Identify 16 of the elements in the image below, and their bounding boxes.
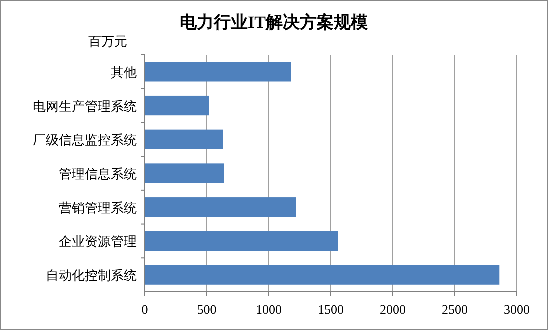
y-tick-label: 电网生产管理系统 [33, 100, 137, 115]
x-axis-title: 百万元 [88, 34, 128, 49]
y-tick-label: 管理信息系统 [59, 168, 137, 182]
chart-title: 电力行业IT解决方案规模 [180, 12, 368, 32]
x-tick-label: 1500 [318, 302, 344, 317]
x-tick-label: 2500 [442, 302, 468, 317]
x-tick-label: 2000 [380, 302, 406, 317]
x-tick-label: 500 [197, 302, 217, 317]
x-tick-label: 0 [142, 302, 148, 317]
y-tick-label: 企业资源管理 [59, 235, 137, 250]
y-tick-label: 营销管理系统 [59, 201, 137, 216]
x-tick-label: 1000 [256, 302, 282, 317]
y-tick-label: 厂级信息监控系统 [33, 134, 137, 149]
y-tick-label: 自动化控制系统 [46, 269, 137, 284]
y-tick-label: 其他 [111, 66, 137, 81]
x-tick-label: 3000 [504, 302, 530, 317]
